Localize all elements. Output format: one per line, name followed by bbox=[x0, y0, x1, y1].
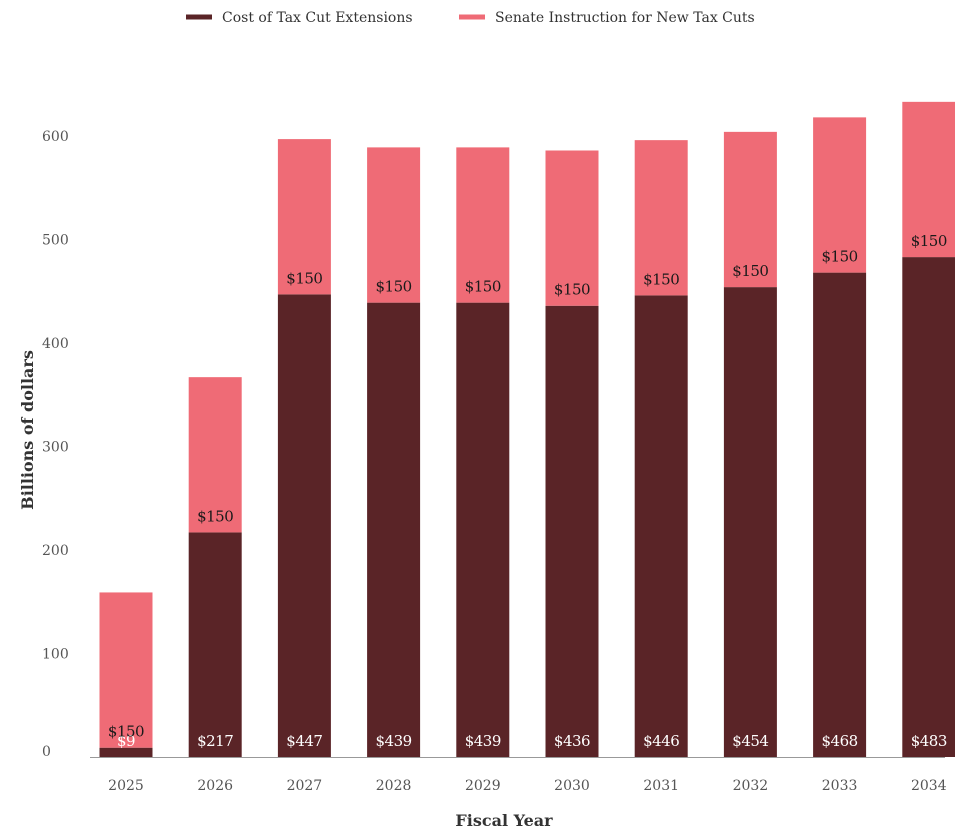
x-tick-label: 2031 bbox=[643, 778, 679, 794]
bar-label-senate: $150 bbox=[911, 232, 947, 250]
bar-extensions bbox=[456, 302, 510, 757]
bar-group: $446 $150 bbox=[634, 140, 688, 757]
x-tick-label: 2029 bbox=[465, 778, 501, 794]
legend-item-extensions: Cost of Tax Cut Extensions bbox=[186, 10, 413, 26]
bar-group: $454 $150 bbox=[723, 131, 777, 757]
bar-label-extensions: $483 bbox=[911, 732, 947, 750]
bar-senate bbox=[902, 101, 955, 258]
bar-group: $436 $150 bbox=[545, 150, 599, 757]
bar-label-senate: $150 bbox=[108, 723, 144, 741]
bar-group: $439 $150 bbox=[367, 147, 421, 757]
bar-senate bbox=[277, 139, 331, 295]
bar-label-senate: $150 bbox=[732, 262, 768, 280]
bar-label-senate: $150 bbox=[286, 269, 322, 287]
bar-label-senate: $150 bbox=[465, 278, 501, 296]
bar-senate bbox=[188, 377, 242, 533]
bar-label-extensions: $447 bbox=[286, 732, 322, 750]
bar-extensions bbox=[545, 305, 599, 757]
bar-group: $447 $150 bbox=[277, 139, 331, 757]
bar-group: $483 $150 bbox=[902, 101, 955, 757]
legend: Cost of Tax Cut Extensions Senate Instru… bbox=[186, 10, 755, 26]
bar-group: $9$150 bbox=[99, 592, 153, 757]
y-tick-label: 100 bbox=[42, 647, 69, 663]
x-tick-label: 2032 bbox=[733, 778, 769, 794]
bar-label-extensions: $217 bbox=[197, 732, 233, 750]
y-tick-label: 0 bbox=[42, 744, 51, 760]
bar-label-senate: $150 bbox=[643, 270, 679, 288]
bar-label-senate: $150 bbox=[376, 278, 412, 296]
y-tick-label: 500 bbox=[42, 233, 69, 249]
bar-label-senate: $150 bbox=[197, 507, 233, 525]
y-axis-ticks: 0 100 200 300 400 500 600 bbox=[42, 129, 69, 760]
x-tick-label: 2030 bbox=[554, 778, 590, 794]
bar-extensions bbox=[723, 287, 777, 757]
bar-label-senate: $150 bbox=[554, 281, 590, 299]
bar-label-extensions: $439 bbox=[376, 732, 412, 750]
bar-senate bbox=[723, 131, 777, 288]
legend-item-senate: Senate Instruction for New Tax Cuts bbox=[459, 10, 755, 26]
y-tick-label: 400 bbox=[42, 336, 69, 352]
bar-label-extensions: $439 bbox=[465, 732, 501, 750]
bar-extensions bbox=[634, 295, 688, 757]
bar-senate bbox=[99, 592, 153, 748]
x-axis-ticks: 2025 2026 2027 2028 2029 2030 2031 2032 2033 2034 bbox=[108, 778, 947, 794]
bar-senate bbox=[813, 117, 867, 273]
x-tick-label: 2034 bbox=[911, 778, 947, 794]
bar-group: $468 $150 bbox=[813, 117, 867, 757]
x-tick-label: 2027 bbox=[287, 778, 323, 794]
bar-label-extensions: $9 bbox=[117, 732, 135, 750]
bar-group: $217 $150 bbox=[188, 377, 242, 757]
bar-senate bbox=[545, 150, 599, 306]
bar-senate bbox=[634, 140, 688, 296]
x-tick-label: 2025 bbox=[108, 778, 144, 794]
bar-label-extensions: $454 bbox=[732, 732, 768, 750]
bar-extensions bbox=[188, 532, 242, 757]
legend-label-extensions: Cost of Tax Cut Extensions bbox=[222, 10, 413, 26]
bar-senate bbox=[456, 147, 510, 303]
x-tick-label: 2026 bbox=[197, 778, 233, 794]
bar-label-extensions: $468 bbox=[822, 732, 858, 750]
bar-label-extensions: $446 bbox=[643, 732, 679, 750]
bar-extensions bbox=[902, 257, 955, 757]
bar-extensions bbox=[367, 302, 421, 757]
bar-group: $439 $150 bbox=[456, 147, 510, 757]
x-axis-title: Fiscal Year bbox=[455, 811, 553, 830]
x-tick-label: 2028 bbox=[376, 778, 412, 794]
y-tick-label: 300 bbox=[42, 440, 69, 456]
bar-extensions bbox=[99, 747, 153, 757]
bar-extensions bbox=[813, 272, 867, 757]
legend-label-senate: Senate Instruction for New Tax Cuts bbox=[495, 10, 755, 26]
bar-senate bbox=[367, 147, 421, 303]
y-tick-label: 200 bbox=[42, 543, 69, 559]
bar-extensions bbox=[277, 294, 331, 757]
y-tick-label: 600 bbox=[42, 129, 69, 145]
bar-label-extensions: $436 bbox=[554, 732, 590, 750]
bar-label-senate: $150 bbox=[822, 248, 858, 266]
y-axis-title: Billions of dollars bbox=[18, 350, 37, 510]
bars: $9$150$217$150$447$150$439$150$439$150$4… bbox=[99, 101, 955, 757]
x-tick-label: 2033 bbox=[822, 778, 858, 794]
